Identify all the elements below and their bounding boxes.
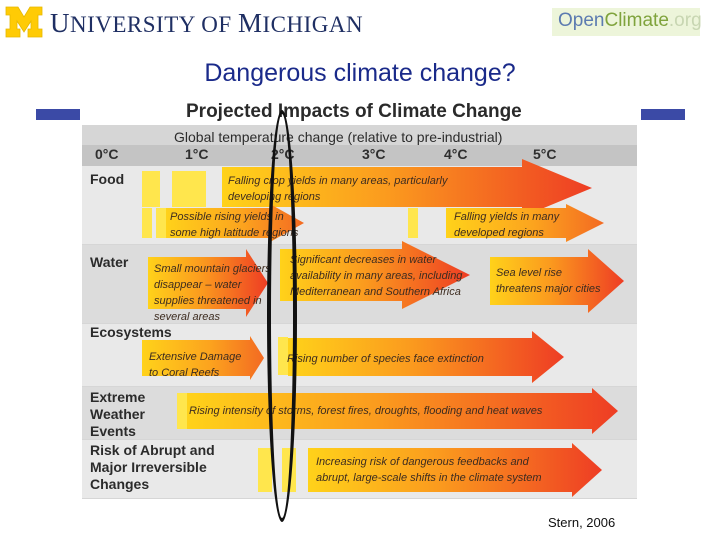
- yellow-block: [142, 208, 152, 238]
- category-abrupt-changes: Risk of Abrupt and Major Irreversible Chan…: [90, 442, 215, 492]
- source-citation: Stern, 2006: [548, 515, 616, 530]
- arrow-water-2: [280, 241, 470, 309]
- category-extreme-weather: Extreme Weather Events: [90, 389, 146, 439]
- impact-extreme-storms: Rising intensity of storms, forest fires…: [189, 405, 543, 417]
- impact-food-developed-yields: Falling yields in many developed regions: [454, 211, 560, 239]
- impact-food-falling-yields: Falling crop yields in many areas, parti…: [228, 175, 448, 203]
- impact-abrupt-feedbacks: Increasing risk of dangerous feedbacks a…: [316, 456, 542, 484]
- impact-eco-coral-reefs: Extensive Damage to Coral Reefs: [149, 351, 242, 379]
- title-accent-left: [36, 109, 80, 120]
- arrow-food-1: [222, 159, 592, 217]
- temp-label-0: 0°C: [95, 146, 119, 162]
- temp-label-1: 1°C: [185, 146, 209, 162]
- title-accent-right: [641, 109, 685, 120]
- arrow-water-1: [148, 249, 268, 317]
- yellow-block: [408, 208, 418, 238]
- temp-label-3: 3°C: [362, 146, 386, 162]
- arrow-food-3: [446, 204, 604, 242]
- yellow-block: [177, 393, 187, 429]
- impact-water-glaciers: Small mountain glaciers disappear – water…: [154, 263, 271, 323]
- arrow-eco-1: [142, 336, 264, 380]
- arrow-eco-2: [288, 331, 564, 383]
- temp-label-4: 4°C: [444, 146, 468, 162]
- temp-label-5: 5°C: [533, 146, 557, 162]
- figure-title: Projected Impacts of Climate Change: [186, 101, 522, 122]
- yellow-block: [172, 171, 206, 207]
- openclimate-logo: OpenClimate.org: [558, 10, 702, 31]
- temperature-header-band: [82, 145, 637, 166]
- block-m-logo: [5, 6, 43, 38]
- impact-food-rising-yields: Possible rising yields in some high latit…: [170, 211, 299, 239]
- arrow-abrupt-1: [308, 443, 602, 497]
- category-water: Water: [90, 254, 129, 270]
- openclimate-logo-box: [552, 8, 700, 36]
- impact-water-availability: Significant decreases in water availabili…: [290, 254, 463, 298]
- university-wordmark: UNIVERSITY OF MICHIGAN: [50, 8, 364, 38]
- category-food: Food: [90, 171, 125, 187]
- arrow-water-3: [490, 249, 624, 313]
- slide-title: Dangerous climate change?: [204, 59, 516, 87]
- impact-eco-extinction: Rising number of species face extinction: [287, 353, 484, 365]
- yellow-block: [156, 208, 166, 238]
- impact-water-sea-level: Sea level rise threatens major cities: [496, 267, 601, 295]
- figure-subtitle: Global temperature change (relative to p…: [174, 129, 503, 145]
- two-degree-highlight-ellipse: [267, 110, 297, 522]
- yellow-block: [142, 171, 160, 207]
- yellow-block: [258, 448, 272, 492]
- category-ecosystems: Ecosystems: [90, 324, 172, 340]
